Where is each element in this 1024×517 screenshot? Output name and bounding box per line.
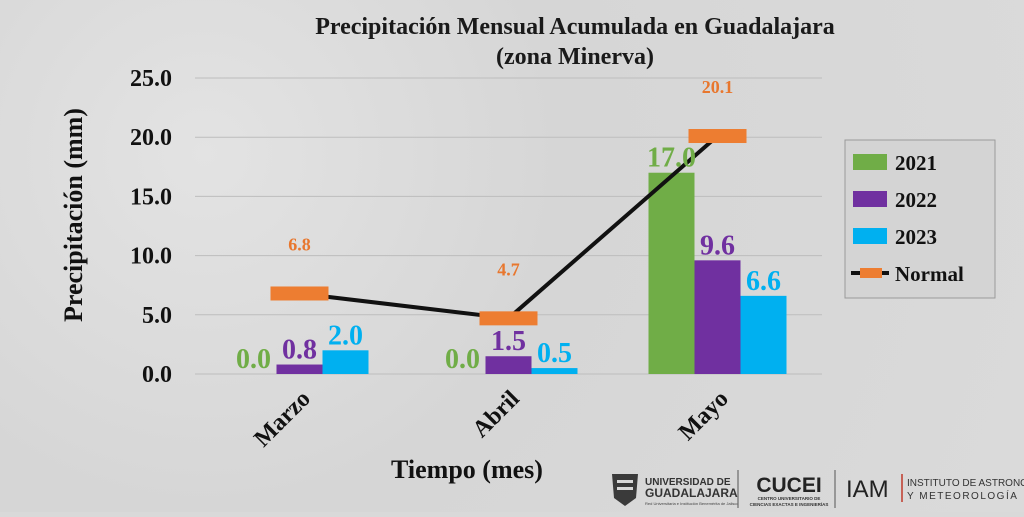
- chart-subtitle: (zona Minerva): [496, 44, 654, 70]
- bar-2023-Marzo: [322, 350, 369, 374]
- legend: 2021 2022 2023 Normal: [844, 139, 996, 299]
- bar-2022-Mayo: [694, 260, 741, 374]
- normal-marker-Mayo: [688, 129, 747, 144]
- data-label-2021-Marzo: 0.0: [236, 344, 271, 375]
- iam-line1: INSTITUTO DE ASTRONOMÍA: [907, 476, 1024, 489]
- iam-text: IAM: [846, 476, 889, 503]
- data-label-2023-Abril: 0.5: [537, 338, 572, 369]
- institution-logos: UNIVERSIDAD DE GUADALAJARA Red Universit…: [612, 470, 1024, 508]
- y-tick-label: 0.0: [142, 362, 172, 388]
- y-tick-labels: 0.0 5.0 10.0 15.0 20.0 25.0: [130, 66, 172, 388]
- legend-swatch-normal: [860, 268, 882, 278]
- bar-2022-Marzo: [276, 364, 323, 374]
- legend-label-2023: 2023: [895, 225, 937, 249]
- y-tick-label: 20.0: [130, 125, 172, 151]
- x-axis-title: Tiempo (mes): [391, 455, 543, 484]
- bar-2022-Abril: [485, 356, 532, 374]
- data-label-2021-Abril: 0.0: [445, 344, 480, 375]
- data-label-2022-Abril: 1.5: [491, 326, 526, 357]
- normal-marker-Abril: [479, 311, 538, 326]
- y-axis-title: Precipitación (mm): [59, 108, 88, 322]
- cucei-logo: CUCEI CENTRO UNIVERSITARIO DE CIENCIAS E…: [750, 474, 829, 507]
- cucei-text: CUCEI: [756, 474, 821, 497]
- bar-2023-Mayo: [740, 295, 787, 374]
- normal-label-Abril: 4.7: [497, 259, 520, 279]
- x-tick-label-Marzo: Marzo: [249, 386, 315, 452]
- udg-line2: GUADALAJARA: [645, 486, 738, 500]
- data-label-2022-Mayo: 9.6: [700, 230, 735, 261]
- data-label-2023-Mayo: 6.6: [746, 266, 781, 297]
- data-label-2021-Mayo: 17.0: [647, 143, 696, 174]
- x-tick-labels: Marzo Abril Mayo: [249, 386, 733, 453]
- bar-2021-Mayo: [648, 172, 695, 374]
- y-tick-label: 25.0: [130, 66, 172, 92]
- normal-marker-Marzo: [270, 286, 329, 301]
- x-tick-label-Abril: Abril: [468, 386, 525, 443]
- udg-line3: Red Universitaria e Institución Beneméri…: [645, 501, 739, 506]
- normal-label-Marzo: 6.8: [288, 234, 311, 254]
- cucei-sub1: CENTRO UNIVERSITARIO DE: [758, 496, 821, 501]
- chart-title: Precipitación Mensual Acumulada en Guada…: [315, 14, 835, 40]
- iam-line2: Y METEOROLOGÍA: [907, 489, 1018, 502]
- y-tick-label: 15.0: [130, 184, 172, 210]
- legend-swatch-2021: [853, 154, 887, 170]
- data-labels: 0.0 0.8 2.0 0.0 1.5 0.5 17.0 9.6 6.6: [236, 143, 781, 375]
- legend-label-2021: 2021: [895, 151, 937, 175]
- normal-series: 6.8 4.7 20.1: [270, 77, 747, 326]
- y-tick-label: 10.0: [130, 244, 172, 270]
- legend-swatch-2023: [853, 228, 887, 244]
- udg-logo: UNIVERSIDAD DE GUADALAJARA Red Universit…: [612, 474, 739, 506]
- cucei-sub2: CIENCIAS EXACTAS E INGENIERÍAS: [750, 500, 829, 507]
- udg-line1: UNIVERSIDAD DE: [645, 477, 731, 488]
- legend-label-normal: Normal: [895, 262, 964, 286]
- bars: [276, 172, 787, 374]
- legend-label-2022: 2022: [895, 188, 937, 212]
- bar-2023-Abril: [531, 368, 578, 374]
- iam-logo: IAM INSTITUTO DE ASTRONOMÍA Y METEOROLOG…: [846, 474, 1024, 503]
- y-tick-label: 5.0: [142, 303, 172, 329]
- legend-swatch-2022: [853, 191, 887, 207]
- data-label-2023-Marzo: 2.0: [328, 320, 363, 351]
- x-tick-label-Mayo: Mayo: [674, 386, 734, 446]
- normal-label-Mayo: 20.1: [702, 77, 734, 97]
- data-label-2022-Marzo: 0.8: [282, 335, 317, 366]
